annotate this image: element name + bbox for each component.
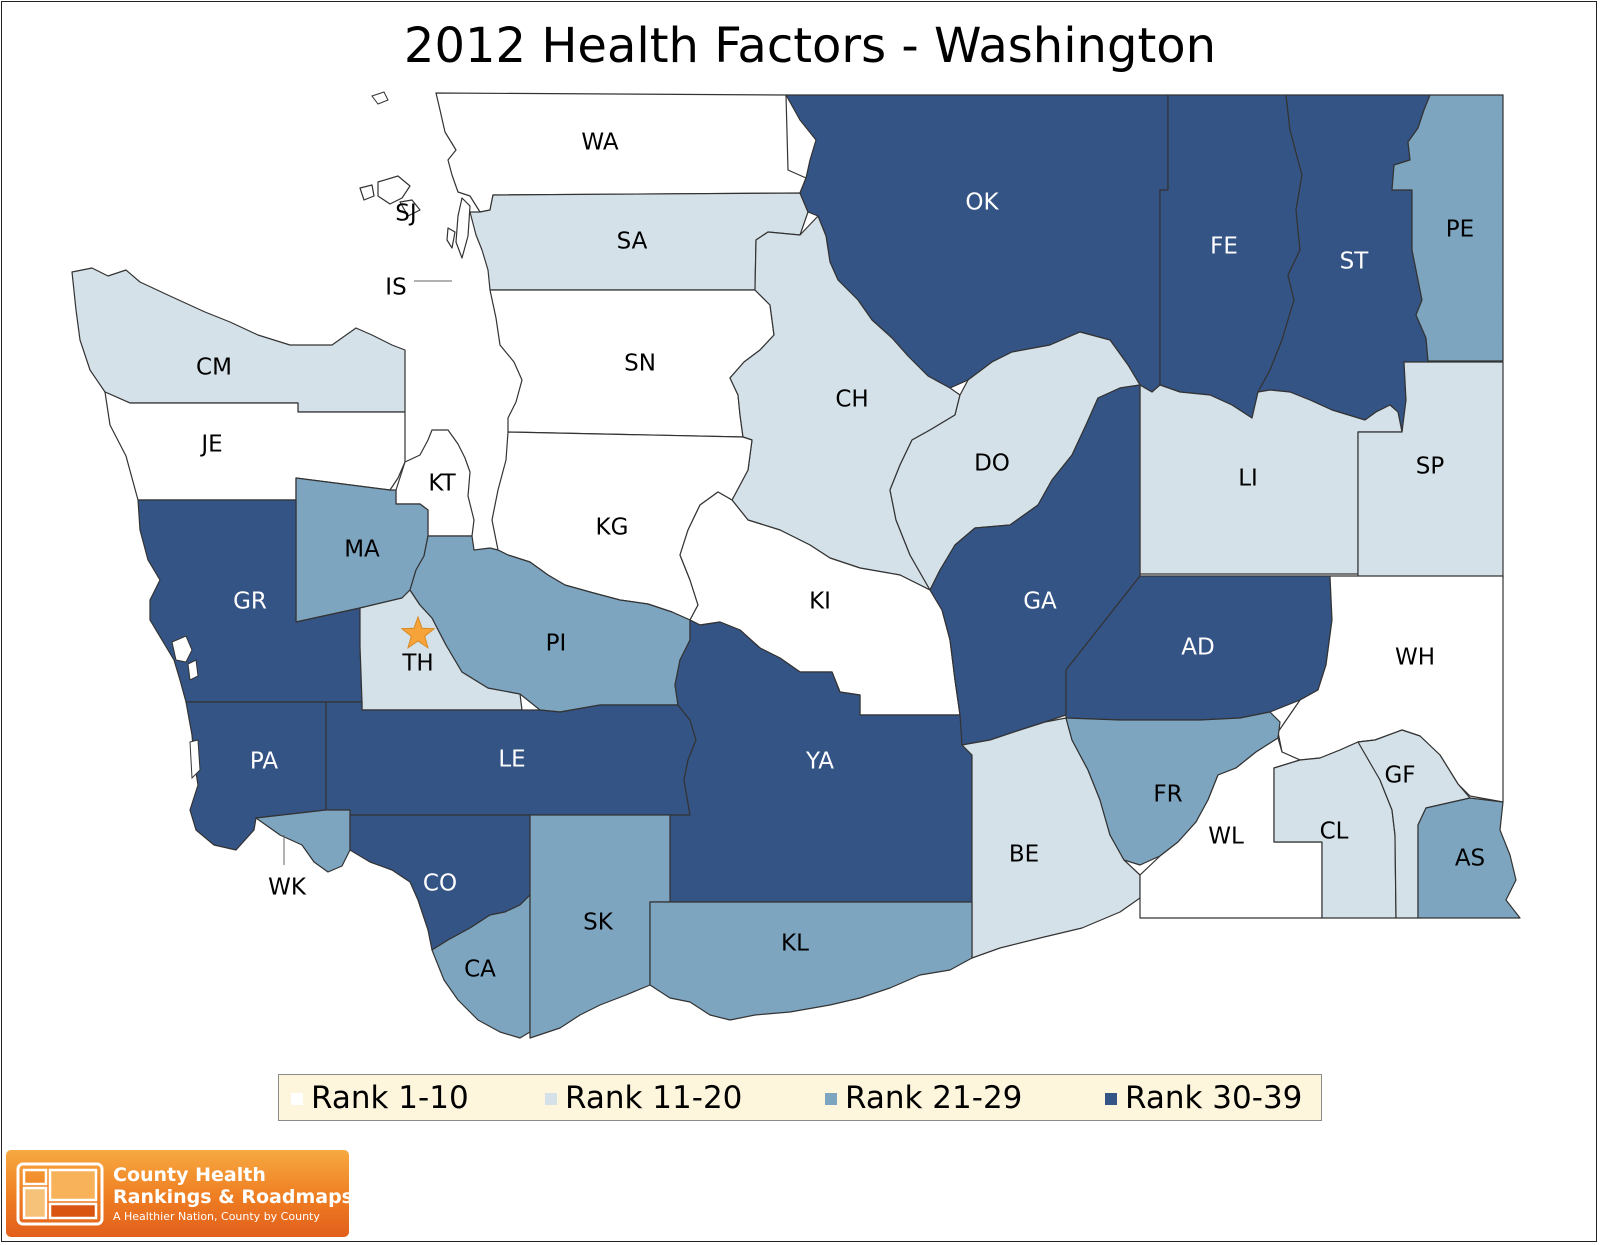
county-label-ya: YA xyxy=(805,749,834,775)
county-label-cl: CL xyxy=(1320,819,1349,845)
logo-line-2: Rankings & Roadmaps xyxy=(113,1186,353,1208)
county-label-co: CO xyxy=(423,871,457,897)
county-label-li: LI xyxy=(1238,466,1258,492)
map-title: 2012 Health Factors - Washington xyxy=(403,18,1217,74)
county-label-th: TH xyxy=(401,651,433,677)
legend-label: Rank 30-39 xyxy=(1125,1080,1303,1116)
county-label-kl: KL xyxy=(781,931,809,957)
legend-swatch-icon xyxy=(291,1093,303,1105)
county-label-ok: OK xyxy=(965,190,999,216)
county-label-is: IS xyxy=(385,275,406,301)
legend-label: Rank 21-29 xyxy=(845,1080,1023,1116)
county-label-sj: SJ xyxy=(395,201,416,227)
county-kl[interactable] xyxy=(649,901,973,1021)
county-label-gf: GF xyxy=(1384,763,1415,789)
county-label-gr: GR xyxy=(233,589,267,615)
county-label-je: JE xyxy=(199,432,222,458)
star-icon xyxy=(400,615,436,649)
county-label-do: DO xyxy=(974,451,1010,477)
county-label-wa: WA xyxy=(581,130,618,156)
county-label-kt: KT xyxy=(428,471,456,497)
legend: Rank 1-10 Rank 11-20 Rank 21-29 Rank 30-… xyxy=(278,1074,1322,1121)
county-pe[interactable] xyxy=(1391,94,1504,362)
water-body xyxy=(189,739,201,780)
logo-line-1: County Health xyxy=(113,1164,266,1186)
county-label-pa: PA xyxy=(250,749,278,775)
legend-swatch-icon xyxy=(545,1093,557,1105)
legend-swatch-icon xyxy=(1105,1093,1117,1105)
county-label-sn: SN xyxy=(624,351,656,377)
county-label-cm: CM xyxy=(196,355,232,381)
legend-label: Rank 11-20 xyxy=(565,1080,743,1116)
water-body xyxy=(371,91,389,105)
legend-label: Rank 1-10 xyxy=(311,1080,469,1116)
county-label-kg: KG xyxy=(596,515,629,541)
county-label-ad: AD xyxy=(1181,635,1214,661)
county-health-rankings-logo[interactable]: County Health Rankings & Roadmaps A Heal… xyxy=(6,1150,353,1237)
county-label-wl: WL xyxy=(1208,824,1244,850)
logo-mark-icon xyxy=(16,1162,104,1226)
county-as[interactable] xyxy=(1417,797,1521,919)
county-is[interactable] xyxy=(446,197,471,259)
county-label-ma: MA xyxy=(344,537,380,563)
county-label-as: AS xyxy=(1455,846,1485,872)
logo-tagline: A Healthier Nation, County by County xyxy=(113,1210,320,1223)
water-body xyxy=(171,635,193,663)
county-label-be: BE xyxy=(1009,842,1039,868)
county-label-wk: WK xyxy=(268,875,307,901)
county-label-wh: WH xyxy=(1395,645,1435,671)
county-label-sp: SP xyxy=(1416,454,1445,480)
county-label-pe: PE xyxy=(1446,217,1474,243)
county-label-le: LE xyxy=(498,747,525,773)
county-label-pi: PI xyxy=(546,631,567,657)
county-cm[interactable] xyxy=(71,267,406,413)
county-label-sa: SA xyxy=(617,229,648,255)
county-label-st: ST xyxy=(1340,249,1370,275)
water-body xyxy=(187,659,199,681)
county-label-ch: CH xyxy=(835,387,868,413)
county-label-sk: SK xyxy=(583,910,614,936)
county-sj[interactable] xyxy=(359,175,421,217)
legend-swatch-icon xyxy=(825,1093,837,1105)
county-label-ga: GA xyxy=(1023,589,1057,615)
county-label-ki: KI xyxy=(809,589,831,615)
county-label-fe: FE xyxy=(1210,234,1238,260)
county-sk[interactable] xyxy=(529,814,671,1039)
county-gr[interactable] xyxy=(137,499,363,703)
county-ya[interactable] xyxy=(669,619,973,903)
county-label-fr: FR xyxy=(1153,782,1182,808)
county-wa[interactable] xyxy=(435,92,807,213)
county-label-ca: CA xyxy=(464,957,496,983)
county-wk[interactable] xyxy=(255,809,351,873)
